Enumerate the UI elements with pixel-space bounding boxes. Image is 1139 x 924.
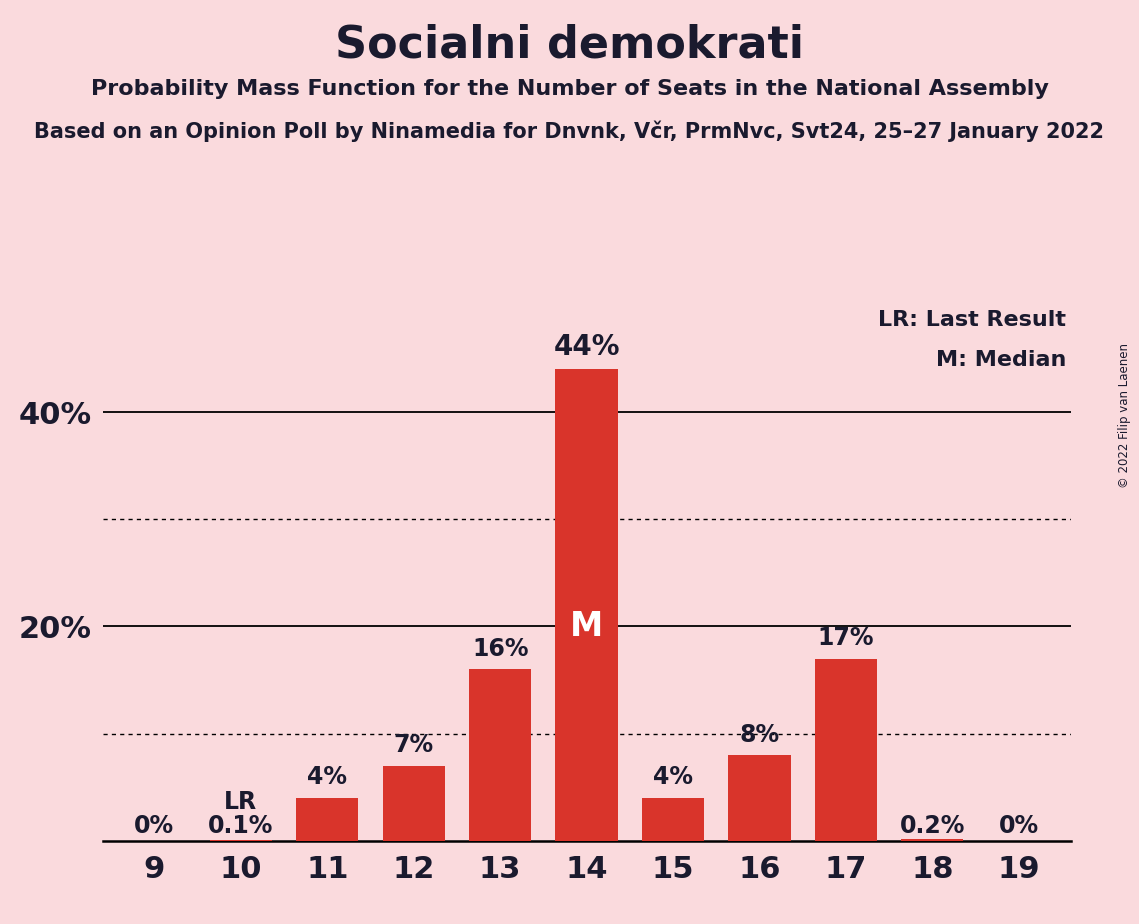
Bar (383, 766, 445, 841)
Text: 0.2%: 0.2% (900, 814, 965, 838)
Bar (210, 840, 272, 841)
Text: 7%: 7% (394, 734, 434, 758)
Bar (728, 755, 790, 841)
Text: © 2022 Filip van Laenen: © 2022 Filip van Laenen (1118, 344, 1131, 488)
Text: 16%: 16% (472, 637, 528, 661)
Text: 8%: 8% (739, 723, 779, 747)
Bar (469, 669, 531, 841)
Text: Probability Mass Function for the Number of Seats in the National Assembly: Probability Mass Function for the Number… (91, 79, 1048, 99)
Text: M: M (570, 610, 604, 643)
Text: 0%: 0% (999, 814, 1039, 838)
Text: Socialni demokrati: Socialni demokrati (335, 23, 804, 67)
Text: M: Median: M: Median (936, 350, 1066, 370)
Bar (901, 839, 964, 841)
Bar (814, 659, 877, 841)
Text: Based on an Opinion Poll by Ninamedia for Dnvnk, Včr, PrmNvc, Svt24, 25–27 Janua: Based on an Opinion Poll by Ninamedia fo… (34, 120, 1105, 141)
Text: LR: Last Result: LR: Last Result (878, 310, 1066, 330)
Bar (296, 798, 359, 841)
Text: 4%: 4% (653, 765, 693, 789)
Text: 17%: 17% (818, 626, 874, 650)
Text: 44%: 44% (554, 333, 620, 360)
Bar (556, 370, 617, 841)
Text: 0%: 0% (134, 814, 174, 838)
Text: 0.1%: 0.1% (208, 814, 273, 838)
Text: 4%: 4% (308, 765, 347, 789)
Bar (642, 798, 704, 841)
Text: LR: LR (224, 790, 257, 814)
